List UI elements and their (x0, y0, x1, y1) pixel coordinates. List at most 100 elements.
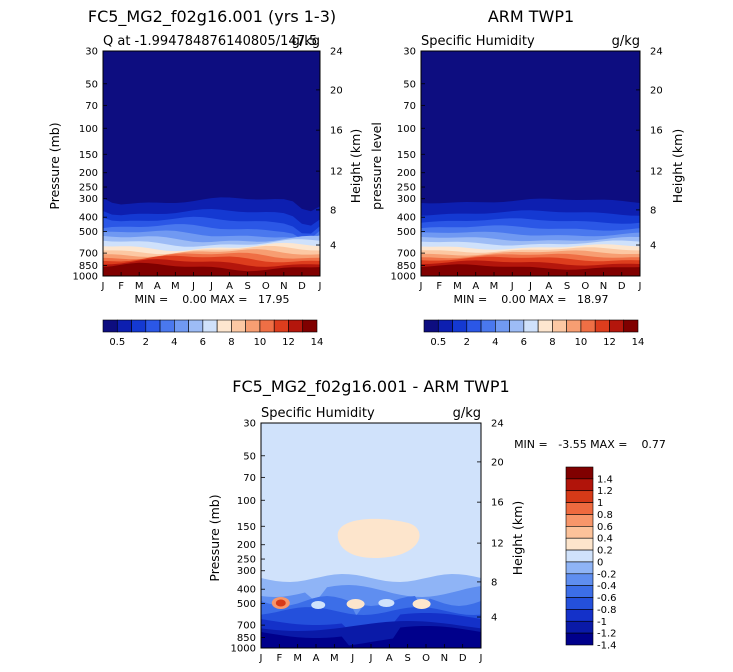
colorbar-swatch (565, 632, 594, 646)
y-right-tick-label: 4 (650, 241, 656, 252)
x-tick-label: S (244, 281, 250, 292)
colorbar: 0.5 2 4 6 8 10 12 14 (102, 319, 323, 348)
colorbar-label: 8 (549, 337, 555, 348)
y-tick-label: 700 (79, 249, 98, 260)
colorbar-swatch (231, 319, 246, 333)
y-right-tick-labels: 24 20 16 12 8 4 (650, 47, 663, 252)
colorbar-label: 1 (597, 498, 603, 509)
panel-title: FC5_MG2_f02g16.001 - ARM TWP1 (232, 377, 509, 397)
y-right-tick-label: 8 (491, 577, 497, 588)
x-tick-label: N (441, 653, 448, 664)
colorbar-swatch (523, 319, 539, 333)
panel-top-right: ARM TWP1 Specific Humidity g/kg 30 50 70 10… (369, 7, 685, 348)
colorbar-swatch (495, 319, 510, 333)
colorbar-swatch (480, 319, 496, 333)
y-tick-label: 150 (397, 150, 416, 161)
y-tick-label: 30 (243, 419, 256, 430)
colorbar-swatch (565, 514, 594, 527)
y-axis-label-right: Height (km) (348, 129, 363, 203)
x-tick-label: M (453, 281, 462, 292)
colorbar-label: 8 (228, 337, 234, 348)
colorbar-label: 0.4 (597, 534, 613, 545)
colorbar-swatch (565, 561, 594, 575)
panel-bottom: FC5_MG2_f02g16.001 - ARM TWP1 Specific H… (207, 377, 666, 664)
y-right-tick-label: 12 (330, 167, 343, 178)
x-tick-label: J (259, 653, 263, 664)
y-right-tick-label: 16 (491, 498, 504, 509)
colorbar-swatch (565, 585, 594, 598)
x-tick-label: F (118, 281, 124, 292)
x-tick-label: N (280, 281, 287, 292)
colorbar-label: 2 (464, 337, 470, 348)
colorbar-swatch (580, 319, 596, 333)
panel-units: g/kg (292, 34, 320, 49)
y-tick-label: 100 (397, 124, 416, 135)
colorbar-swatch (565, 597, 594, 610)
x-tick-label: J (638, 281, 642, 292)
y-tick-label: 70 (403, 101, 416, 112)
contour-neg-1-4 (261, 626, 481, 648)
colorbar-swatch (565, 490, 594, 503)
y-right-tick-labels: 24 20 16 12 8 4 (330, 47, 343, 252)
x-tick-label: J (528, 281, 532, 292)
colorbar-label: 12 (282, 337, 295, 348)
anomaly-blob (311, 601, 326, 609)
y-tick-label: 300 (237, 566, 256, 577)
x-tick-label: F (436, 281, 442, 292)
colorbar: 0.5 2 4 6 8 10 12 14 (423, 319, 645, 348)
plot-area (420, 50, 641, 277)
y-tick-label: 300 (79, 194, 98, 205)
colorbar-swatch (565, 573, 594, 586)
y-right-tick-label: 12 (650, 167, 663, 178)
anomaly-blob (346, 599, 365, 609)
colorbar-swatch (159, 319, 175, 333)
panel-title: FC5_MG2_f02g16.001 (yrs 1-3) (88, 7, 336, 27)
colorbar-swatch (565, 609, 594, 622)
y-tick-label: 400 (79, 213, 98, 224)
panel-units: g/kg (612, 34, 640, 49)
colorbar-label: -0.8 (597, 605, 617, 616)
x-tick-label: S (404, 653, 410, 664)
x-tick-label: J (209, 281, 213, 292)
y-right-tick-label: 20 (330, 85, 343, 96)
colorbar-swatch (565, 537, 594, 551)
colorbar-swatch (202, 319, 218, 333)
panel-subtitle: Specific Humidity (421, 34, 535, 49)
y-tick-label: 100 (237, 496, 256, 507)
y-tick-label: 200 (237, 540, 256, 551)
x-tick-label: O (581, 281, 589, 292)
y-tick-label: 100 (79, 124, 98, 135)
y-tick-label: 150 (79, 150, 98, 161)
y-axis-label: Pressure (mb) (47, 122, 62, 209)
colorbar-swatch (259, 319, 275, 333)
panel-title: ARM TWP1 (488, 7, 574, 26)
colorbar-label: 14 (632, 337, 645, 348)
y-tick-label: 250 (79, 183, 98, 194)
y-right-tick-label: 24 (650, 47, 663, 58)
y-right-tick-label: 8 (650, 205, 656, 216)
y-tick-label: 500 (397, 227, 416, 238)
colorbar-label: 6 (521, 337, 527, 348)
y-right-tick-label: 4 (491, 613, 497, 624)
y-right-tick-label: 20 (650, 85, 663, 96)
colorbar-swatch (552, 319, 567, 333)
panel-units: g/kg (453, 406, 481, 421)
plot-area (102, 50, 321, 277)
panel-top-left: FC5_MG2_f02g16.001 (yrs 1-3) Q at -1.994… (47, 7, 363, 348)
colorbar-swatch (452, 319, 468, 333)
x-tick-label: A (386, 653, 393, 664)
x-tick-label: O (422, 653, 430, 664)
colorbar-label: 10 (254, 337, 267, 348)
x-tick-label: M (490, 281, 499, 292)
colorbar-swatch (566, 319, 582, 333)
y-right-tick-label: 12 (491, 539, 504, 550)
x-tick-label: J (101, 281, 105, 292)
colorbar-swatch (594, 319, 610, 333)
y-tick-label: 1000 (391, 272, 416, 283)
x-tick-label: D (298, 281, 306, 292)
colorbar-swatch (116, 319, 132, 333)
